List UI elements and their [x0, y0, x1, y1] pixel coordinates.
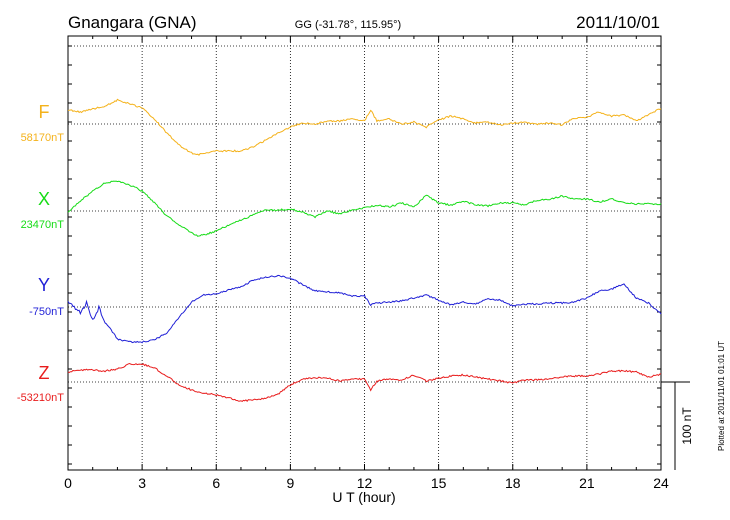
- series-line-z: [67, 363, 662, 402]
- series-name-x: X: [38, 189, 50, 209]
- series-name-z: Z: [39, 363, 50, 383]
- grid-layer: [68, 36, 661, 470]
- station-title: Gnangara (GNA): [68, 13, 197, 32]
- series-baseline-f: 58170nT: [21, 132, 65, 144]
- scale-bar-label: 100 nT: [680, 407, 694, 445]
- series-name-f: F: [39, 102, 50, 122]
- x-tick-label: 15: [431, 475, 447, 491]
- series-baseline-z: -53210nT: [17, 392, 64, 404]
- series-baseline-y: -750nT: [29, 306, 64, 318]
- series-baseline-x: 23470nT: [21, 219, 65, 231]
- x-tick-label: 24: [653, 475, 669, 491]
- station-coordinates: GG (-31.78°, 115.95°): [295, 19, 401, 31]
- scale-bar: 100 nT: [661, 381, 694, 470]
- x-tick-label: 6: [212, 475, 220, 491]
- x-tick-label: 0: [64, 475, 72, 491]
- plot-date: 2011/10/01: [576, 13, 660, 32]
- series-line-y: [67, 274, 662, 344]
- series-name-y: Y: [38, 275, 50, 295]
- x-tick-label: 21: [579, 475, 595, 491]
- x-tick-label: 18: [505, 475, 521, 491]
- series-line-x: [67, 180, 662, 237]
- series-labels: F 58170nT X 23470nT Y -750nT Z -53210nT: [17, 102, 64, 404]
- plotted-timestamp: Plotted at 2011/11/01 01:01 UT: [717, 341, 726, 451]
- x-tick-label: 3: [138, 475, 146, 491]
- x-axis-title: U T (hour): [332, 489, 395, 505]
- series-line-f: [67, 98, 662, 156]
- x-tick-label: 9: [286, 475, 294, 491]
- x-tick-label: 12: [357, 475, 373, 491]
- series-layer: [67, 98, 662, 402]
- x-axis-ticks: 0 3 6 9 12 15 18 21 24: [64, 36, 669, 491]
